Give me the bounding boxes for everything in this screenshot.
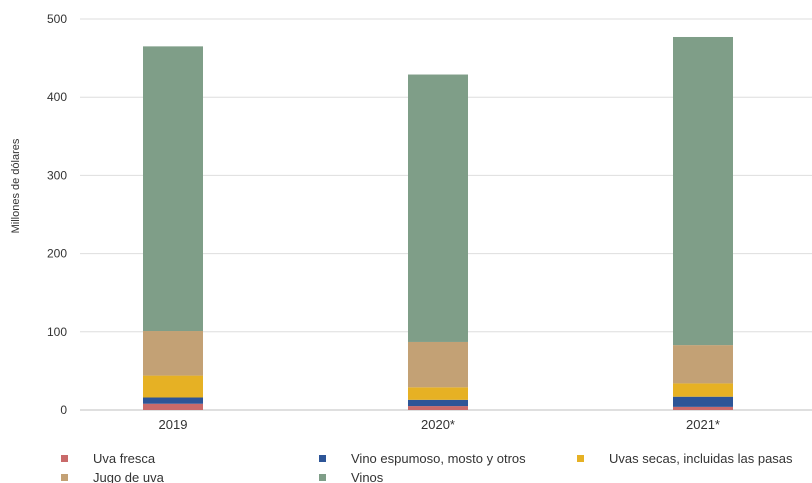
bar-segment-uvas-secas-incluidas-las-pasas: [408, 387, 468, 400]
bars: [143, 36, 733, 410]
bar-segment-uva-fresca: [673, 406, 733, 410]
y-tick-label: 500: [47, 12, 67, 26]
y-axis-title: Millones de dólares: [10, 138, 22, 233]
legend: Uva fresca Vino espumoso, mosto y otros …: [0, 448, 812, 483]
legend-label: Vinos: [351, 470, 384, 483]
legend-item-vino-espumoso: Vino espumoso, mosto y otros: [319, 451, 526, 467]
bar-segment-vino-espumoso-mosto-y-otros: [673, 396, 733, 407]
y-tick-label: 300: [47, 168, 67, 182]
bar-segment-vino-espumoso-mosto-y-otros: [143, 397, 203, 404]
legend-item-jugo-de-uva: Jugo de uva: [61, 470, 164, 483]
y-tick-label: 100: [47, 325, 67, 339]
legend-label: Vino espumoso, mosto y otros: [351, 451, 526, 466]
bar-segment-vino-espumoso-mosto-y-otros: [408, 399, 468, 407]
bar-segment-vinos: [408, 74, 468, 342]
y-axis: 0 100 200 300 400 500: [47, 12, 67, 417]
x-tick-label: 2020*: [421, 417, 455, 432]
y-tick-label: 200: [47, 247, 67, 261]
legend-swatch: [319, 474, 326, 481]
x-tick-label: 2021*: [686, 417, 720, 432]
legend-label: Uva fresca: [93, 451, 156, 466]
legend-swatch: [319, 455, 326, 462]
legend-item-uva-fresca: Uva fresca: [61, 451, 156, 467]
bar-segment-jugo-de-uva: [143, 331, 203, 376]
bar-segment-uvas-secas-incluidas-las-pasas: [673, 383, 733, 397]
bar-segment-vinos: [673, 36, 733, 346]
y-tick-label: 0: [60, 403, 67, 417]
y-tick-label: 400: [47, 90, 67, 104]
x-tick-label: 2019: [159, 417, 188, 432]
bar-segment-uva-fresca: [408, 406, 468, 410]
legend-swatch: [61, 455, 68, 462]
bar-segment-jugo-de-uva: [673, 345, 733, 384]
legend-swatch: [61, 474, 68, 481]
bar-segment-vinos: [143, 46, 203, 332]
bar-segment-uva-fresca: [143, 403, 203, 410]
bar-segment-uvas-secas-incluidas-las-pasas: [143, 375, 203, 398]
legend-item-uvas-secas: Uvas secas, incluidas las pasas: [577, 451, 793, 467]
legend-label: Jugo de uva: [93, 470, 164, 483]
legend-label: Uvas secas, incluidas las pasas: [609, 451, 793, 466]
bar-segment-jugo-de-uva: [408, 341, 468, 388]
legend-swatch: [577, 455, 584, 462]
legend-item-vinos: Vinos: [319, 470, 384, 483]
